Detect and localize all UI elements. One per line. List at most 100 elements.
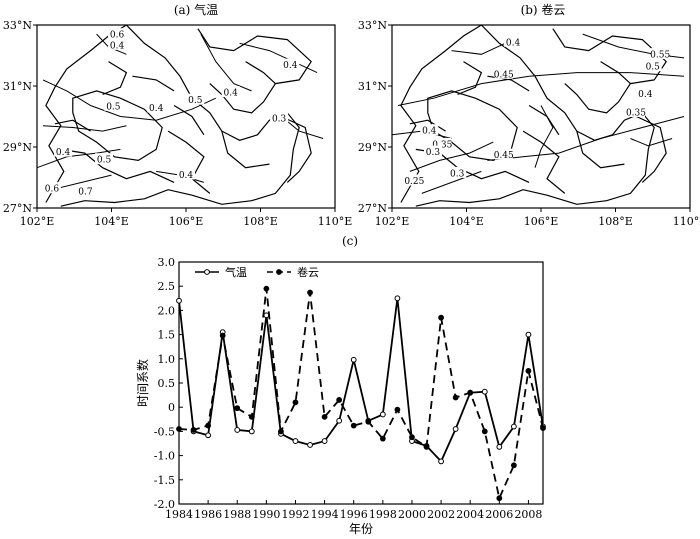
admin-boundary bbox=[415, 24, 655, 207]
map-a-title: (a) 气温 bbox=[174, 2, 218, 17]
x-tick-label: 1986 bbox=[194, 508, 222, 521]
y-tick-label: 33°N bbox=[358, 19, 387, 32]
contour-label: 0.5 bbox=[646, 63, 661, 73]
contour-label: 0.35 bbox=[626, 108, 646, 118]
contour-label-bg bbox=[186, 93, 205, 105]
y-tick-label: 1.5 bbox=[158, 329, 176, 342]
data-point bbox=[525, 331, 532, 338]
x-tick-label: 1988 bbox=[223, 508, 251, 521]
contour-label-bg bbox=[270, 112, 289, 124]
map-b-contours bbox=[391, 33, 685, 194]
data-point bbox=[234, 405, 241, 412]
y-tick-label: -1.0 bbox=[154, 450, 175, 463]
contour-label: 0.3 bbox=[426, 148, 441, 158]
x-tick-label: 1994 bbox=[311, 508, 339, 521]
contour-line bbox=[397, 72, 685, 106]
x-tick-label: 104°E bbox=[449, 215, 484, 228]
y-tick-label: 2.5 bbox=[158, 280, 176, 293]
data-point bbox=[525, 368, 532, 374]
x-tick-label: 2002 bbox=[427, 508, 455, 521]
data-point bbox=[409, 434, 415, 441]
data-point bbox=[336, 417, 343, 424]
y-tick-label: 0 bbox=[168, 401, 175, 414]
x-tick-label: 2000 bbox=[398, 508, 426, 521]
y-tick-label: -1.5 bbox=[154, 474, 175, 487]
contour-label-bg bbox=[504, 35, 523, 47]
admin-boundary bbox=[528, 104, 560, 136]
contour-label-bg bbox=[104, 99, 123, 111]
legend-marker bbox=[276, 269, 282, 275]
map-a-tick-labels: 102°E 104°E 106°E 108°E 110°E 27°N 29°N 31°N 33°… bbox=[3, 19, 352, 228]
x-tick-label: 106°E bbox=[524, 215, 559, 228]
contour-line bbox=[534, 105, 554, 168]
y-tick-label: 27°N bbox=[3, 202, 32, 215]
data-point bbox=[438, 314, 444, 321]
y-tick-label: 3.0 bbox=[158, 256, 176, 269]
contour-label-bg bbox=[626, 105, 645, 117]
y-tick-label: -2.0 bbox=[154, 498, 175, 511]
data-point bbox=[278, 428, 284, 435]
y-tick-label: 33°N bbox=[3, 19, 32, 32]
line-chart-frame bbox=[178, 261, 544, 505]
data-point bbox=[205, 432, 212, 439]
data-point bbox=[176, 297, 182, 304]
contour-line bbox=[200, 33, 252, 92]
line-chart-legend: 气温 卷云 bbox=[195, 265, 319, 279]
admin-boundary bbox=[576, 130, 625, 169]
x-tick-label: 1996 bbox=[340, 508, 368, 521]
data-point bbox=[219, 332, 226, 339]
data-point bbox=[307, 442, 313, 448]
contour-line bbox=[42, 79, 217, 121]
contour-label: 0.45 bbox=[494, 151, 514, 161]
admin-boundary bbox=[197, 28, 312, 114]
data-point bbox=[423, 443, 430, 450]
data-point bbox=[336, 397, 343, 403]
data-point bbox=[292, 438, 299, 444]
series-line bbox=[178, 298, 544, 463]
x-tick-label: 1990 bbox=[252, 508, 280, 521]
line-chart-ylabel: 时间系数 bbox=[135, 359, 150, 407]
legend-label: 卷云 bbox=[297, 265, 319, 279]
data-point bbox=[510, 462, 517, 469]
data-point bbox=[379, 435, 386, 442]
map-b-title: (b) 卷云 bbox=[521, 2, 566, 17]
data-point bbox=[321, 438, 328, 444]
contour-label: 0.4 bbox=[179, 171, 194, 181]
contour-line bbox=[409, 141, 494, 172]
contour-label: 0.4 bbox=[506, 38, 521, 48]
admin-boundary bbox=[636, 115, 667, 183]
cirrus-map-panel: (b) 卷云 0.40.550.50.450.40.350.40.350.3 0.… bbox=[358, 2, 700, 228]
admin-boundary bbox=[552, 28, 667, 114]
admin-boundary bbox=[102, 61, 128, 96]
data-point bbox=[452, 426, 459, 432]
line-chart-title: (c) bbox=[342, 234, 358, 248]
y-tick-label: 31°N bbox=[358, 80, 387, 93]
y-tick-label: -0.5 bbox=[154, 425, 175, 438]
x-tick-label: 1984 bbox=[165, 508, 193, 521]
contour-label-bg bbox=[643, 60, 662, 72]
contour-label-bg bbox=[76, 185, 95, 197]
contour-label: 0.5 bbox=[188, 96, 203, 106]
data-point bbox=[248, 428, 255, 435]
data-point bbox=[307, 289, 313, 296]
y-tick-label: 29°N bbox=[358, 141, 387, 154]
data-point bbox=[496, 443, 503, 450]
x-tick-label: 106°E bbox=[169, 215, 204, 228]
time-coefficient-chart: (c) 1984 1986 1988 1990 1992 1994 1996 1998 2000… bbox=[135, 234, 546, 536]
contour-label-bg bbox=[42, 182, 61, 194]
admin-boundary bbox=[409, 119, 446, 132]
x-tick-label: 2006 bbox=[485, 508, 513, 521]
map-a-contour-labels: 0.60.40.40.50.40.5 0.40.30.40.50.40.6 0.7 bbox=[42, 28, 300, 198]
data-point bbox=[452, 394, 459, 401]
contour-label: 0.5 bbox=[106, 102, 121, 112]
legend-marker bbox=[204, 269, 210, 275]
admin-boundary bbox=[45, 24, 127, 203]
admin-boundary bbox=[60, 24, 300, 207]
contour-label: 0.4 bbox=[110, 41, 125, 51]
admin-boundary bbox=[221, 130, 270, 169]
contour-label: 0.6 bbox=[45, 185, 60, 195]
contour-label-bg bbox=[95, 153, 114, 165]
admin-boundary bbox=[400, 24, 482, 203]
y-tick-label: 2.0 bbox=[158, 304, 176, 317]
